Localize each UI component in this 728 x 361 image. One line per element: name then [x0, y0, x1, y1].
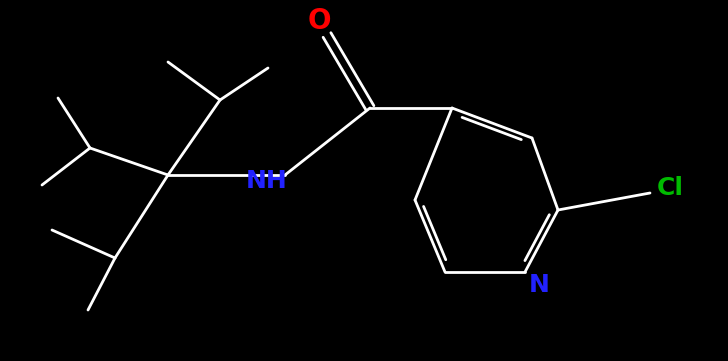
Text: Cl: Cl: [657, 176, 684, 200]
Text: N: N: [529, 273, 550, 297]
Text: NH: NH: [246, 169, 288, 193]
Text: O: O: [307, 7, 331, 35]
